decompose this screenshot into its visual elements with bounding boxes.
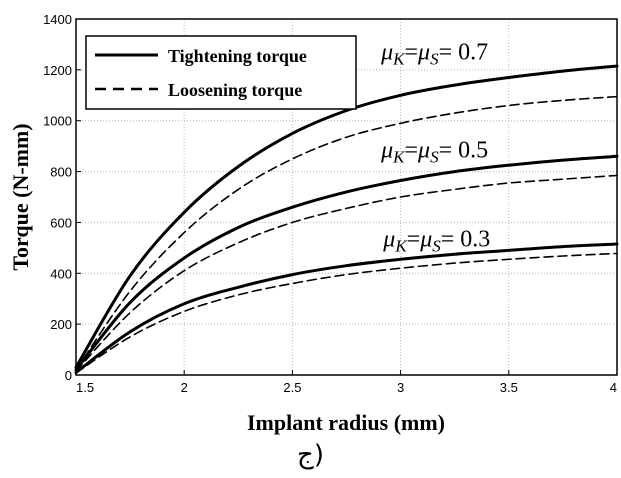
x-axis-title: Implant radius (mm): [247, 410, 445, 435]
y-axis-title: Torque (N-mm): [8, 123, 33, 270]
y-tick-label: 200: [50, 317, 72, 332]
legend-box: [85, 35, 357, 110]
curve-tightening-0.3: [74, 242, 619, 374]
x-tick-label: 3: [397, 380, 404, 395]
x-tick-label: 3.5: [500, 380, 518, 395]
y-tick-label: 0: [65, 368, 72, 383]
x-tick-label: 1.5: [76, 380, 94, 395]
figure-caption: ج): [297, 440, 324, 470]
mu-annotation-0.5: μK=μS= 0.5: [380, 138, 488, 167]
curve-loosening-0.5: [75, 174, 618, 372]
plot-frame: [75, 18, 618, 376]
x-tick-label: 4: [610, 380, 617, 395]
torque-chart: 1.5 2 2.5 3 3.5 4 0 200 400 600 800 1000 1200 1400 I…: [8, 12, 619, 435]
y-tick-label: 600: [50, 215, 72, 230]
curve-loosening-0.7: [75, 95, 618, 371]
y-axis-ticks: 0 200 400 600 800 1000 1200 1400: [43, 12, 81, 383]
y-tick-label: 1400: [43, 12, 72, 27]
y-tick-label: 1000: [43, 114, 72, 129]
legend: Tightening torque Loosening torque: [85, 35, 357, 110]
curve-tightening-0.5: [74, 154, 619, 372]
curve-loosening-0.3: [75, 252, 618, 374]
y-tick-label: 800: [50, 165, 72, 180]
x-tick-label: 2.5: [283, 380, 301, 395]
mu-annotation-0.3: μK=μS= 0.3: [382, 227, 490, 256]
mu-annotation-0.7: μK=μS= 0.7: [380, 40, 488, 69]
legend-label-tightening: Tightening torque: [168, 46, 307, 66]
legend-label-loosening: Loosening torque: [168, 80, 302, 100]
curve-tightening-0.7: [74, 64, 619, 369]
curves: [74, 64, 619, 374]
y-tick-label: 1200: [43, 63, 72, 78]
mu-annotations: μK=μS= 0.7 μK=μS= 0.5 μK=μS= 0.3: [380, 40, 490, 256]
y-tick-label: 400: [50, 266, 72, 281]
x-tick-label: 2: [181, 380, 188, 395]
x-axis-ticks: 1.5 2 2.5 3 3.5 4: [75, 370, 618, 395]
